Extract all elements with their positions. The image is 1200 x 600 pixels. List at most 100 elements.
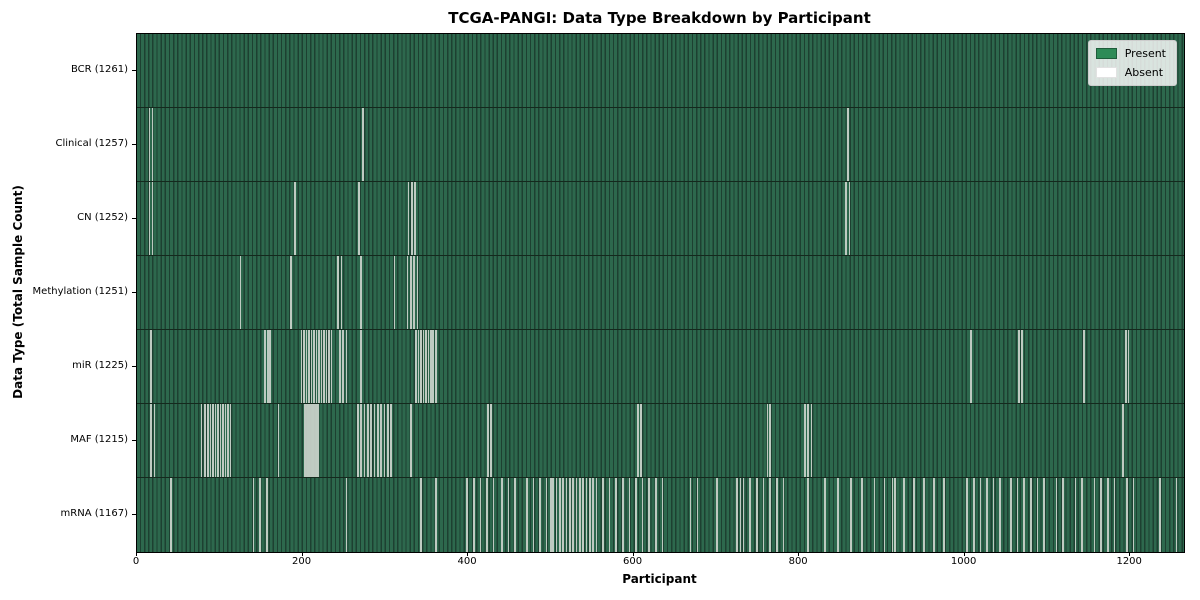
- row-band-mrna: [137, 478, 1184, 552]
- row-band-cn: [137, 182, 1184, 256]
- y-tick-mark: [132, 70, 136, 71]
- absent-stripe: [406, 256, 409, 329]
- absent-stripe: [239, 256, 242, 329]
- row-band-maf: [137, 404, 1184, 478]
- absent-stripe: [308, 330, 310, 403]
- absent-stripe: [894, 478, 896, 552]
- row-band-clinical: [137, 108, 1184, 182]
- absent-stripe: [823, 478, 826, 552]
- absent-stripe: [641, 478, 644, 552]
- absent-stripe: [373, 404, 376, 477]
- absent-stripe: [217, 404, 219, 477]
- absent-stripe: [330, 330, 333, 403]
- absent-stripe: [219, 404, 222, 477]
- absent-stripe: [345, 330, 348, 403]
- absent-stripe: [565, 478, 568, 552]
- row-band-methylation: [137, 256, 1184, 330]
- absent-stripe: [539, 478, 541, 552]
- absent-stripe: [345, 478, 348, 552]
- absent-stripe: [357, 182, 360, 255]
- absent-stripe: [466, 478, 468, 552]
- absent-stripe: [151, 108, 154, 181]
- absent-stripe: [370, 404, 372, 477]
- absent-stripe: [309, 404, 311, 477]
- absent-stripe: [769, 478, 771, 552]
- absent-stripe: [933, 478, 935, 552]
- absent-stripe: [310, 330, 313, 403]
- absent-stripe: [323, 330, 325, 403]
- absent-stripe: [338, 330, 341, 403]
- absent-stripe: [1081, 478, 1083, 552]
- absent-stripe: [420, 478, 422, 552]
- absent-stripe: [383, 404, 386, 477]
- absent-stripe: [380, 404, 382, 477]
- absent-stripe: [1023, 478, 1026, 552]
- absent-stripe: [413, 256, 416, 329]
- absent-stripe: [661, 478, 664, 552]
- absent-stripe: [328, 330, 330, 403]
- absent-stripe: [315, 330, 318, 403]
- absent-stripe: [689, 478, 692, 552]
- absent-stripe: [224, 404, 227, 477]
- absent-stripe: [486, 478, 488, 552]
- absent-stripe: [1062, 478, 1064, 552]
- absent-stripe: [1018, 330, 1021, 403]
- absent-stripe: [635, 478, 637, 552]
- absent-stripe: [360, 256, 363, 329]
- absent-stripe: [1010, 478, 1012, 552]
- absent-stripe: [305, 330, 308, 403]
- absent-stripe: [569, 478, 571, 552]
- absent-stripe: [315, 404, 318, 477]
- absent-stripe: [562, 478, 564, 552]
- absent-stripe: [393, 256, 396, 329]
- absent-stripe: [360, 330, 363, 403]
- absent-stripe: [367, 404, 369, 477]
- x-tick-label-0: 0: [132, 556, 140, 567]
- legend-present-label: Present: [1124, 47, 1166, 60]
- absent-stripe: [578, 478, 581, 552]
- absent-stripe: [386, 404, 389, 477]
- absent-stripe: [622, 478, 624, 552]
- absent-stripe: [766, 404, 769, 477]
- absent-stripe: [269, 330, 272, 403]
- absent-stripe: [716, 478, 718, 552]
- absent-stripe: [1043, 478, 1045, 552]
- absent-stripe: [850, 478, 853, 552]
- legend-absent-label: Absent: [1124, 66, 1164, 79]
- x-tick-mark: [632, 552, 634, 556]
- absent-stripe: [514, 478, 516, 552]
- absent-stripe: [277, 404, 280, 477]
- absent-stripe: [555, 478, 558, 552]
- absent-stripe: [416, 256, 419, 329]
- y-tick-label-methylation: Methylation (1251): [32, 286, 128, 297]
- row-band-bcr: [137, 34, 1184, 108]
- absent-stripe: [972, 478, 975, 552]
- absent-stripe: [314, 404, 316, 477]
- absent-stripe: [415, 330, 417, 403]
- absent-stripe: [807, 404, 809, 477]
- absent-stripe: [317, 404, 320, 477]
- absent-stripe: [434, 478, 437, 552]
- y-tick-label-mrna: mRNA (1167): [60, 508, 128, 519]
- absent-stripe: [492, 478, 495, 552]
- absent-stripe: [986, 478, 988, 552]
- plot-area: Present Absent: [136, 33, 1185, 553]
- absent-stripe: [739, 478, 742, 552]
- absent-stripe: [845, 182, 848, 255]
- absent-stripe: [1113, 478, 1116, 552]
- absent-stripe: [420, 330, 422, 403]
- absent-stripe: [501, 478, 503, 552]
- absent-stripe: [749, 478, 752, 552]
- absent-stripe: [432, 330, 435, 403]
- absent-stripe: [427, 330, 430, 403]
- absent-stripe: [847, 108, 849, 181]
- absent-stripe: [648, 478, 651, 552]
- absent-stripe: [487, 404, 489, 477]
- absent-stripe: [425, 330, 427, 403]
- absent-stripe: [414, 182, 416, 255]
- present-swatch-icon: [1095, 48, 1117, 59]
- absent-stripe: [266, 330, 269, 403]
- absent-stripe: [615, 478, 617, 552]
- row-band-mir: [137, 330, 1184, 404]
